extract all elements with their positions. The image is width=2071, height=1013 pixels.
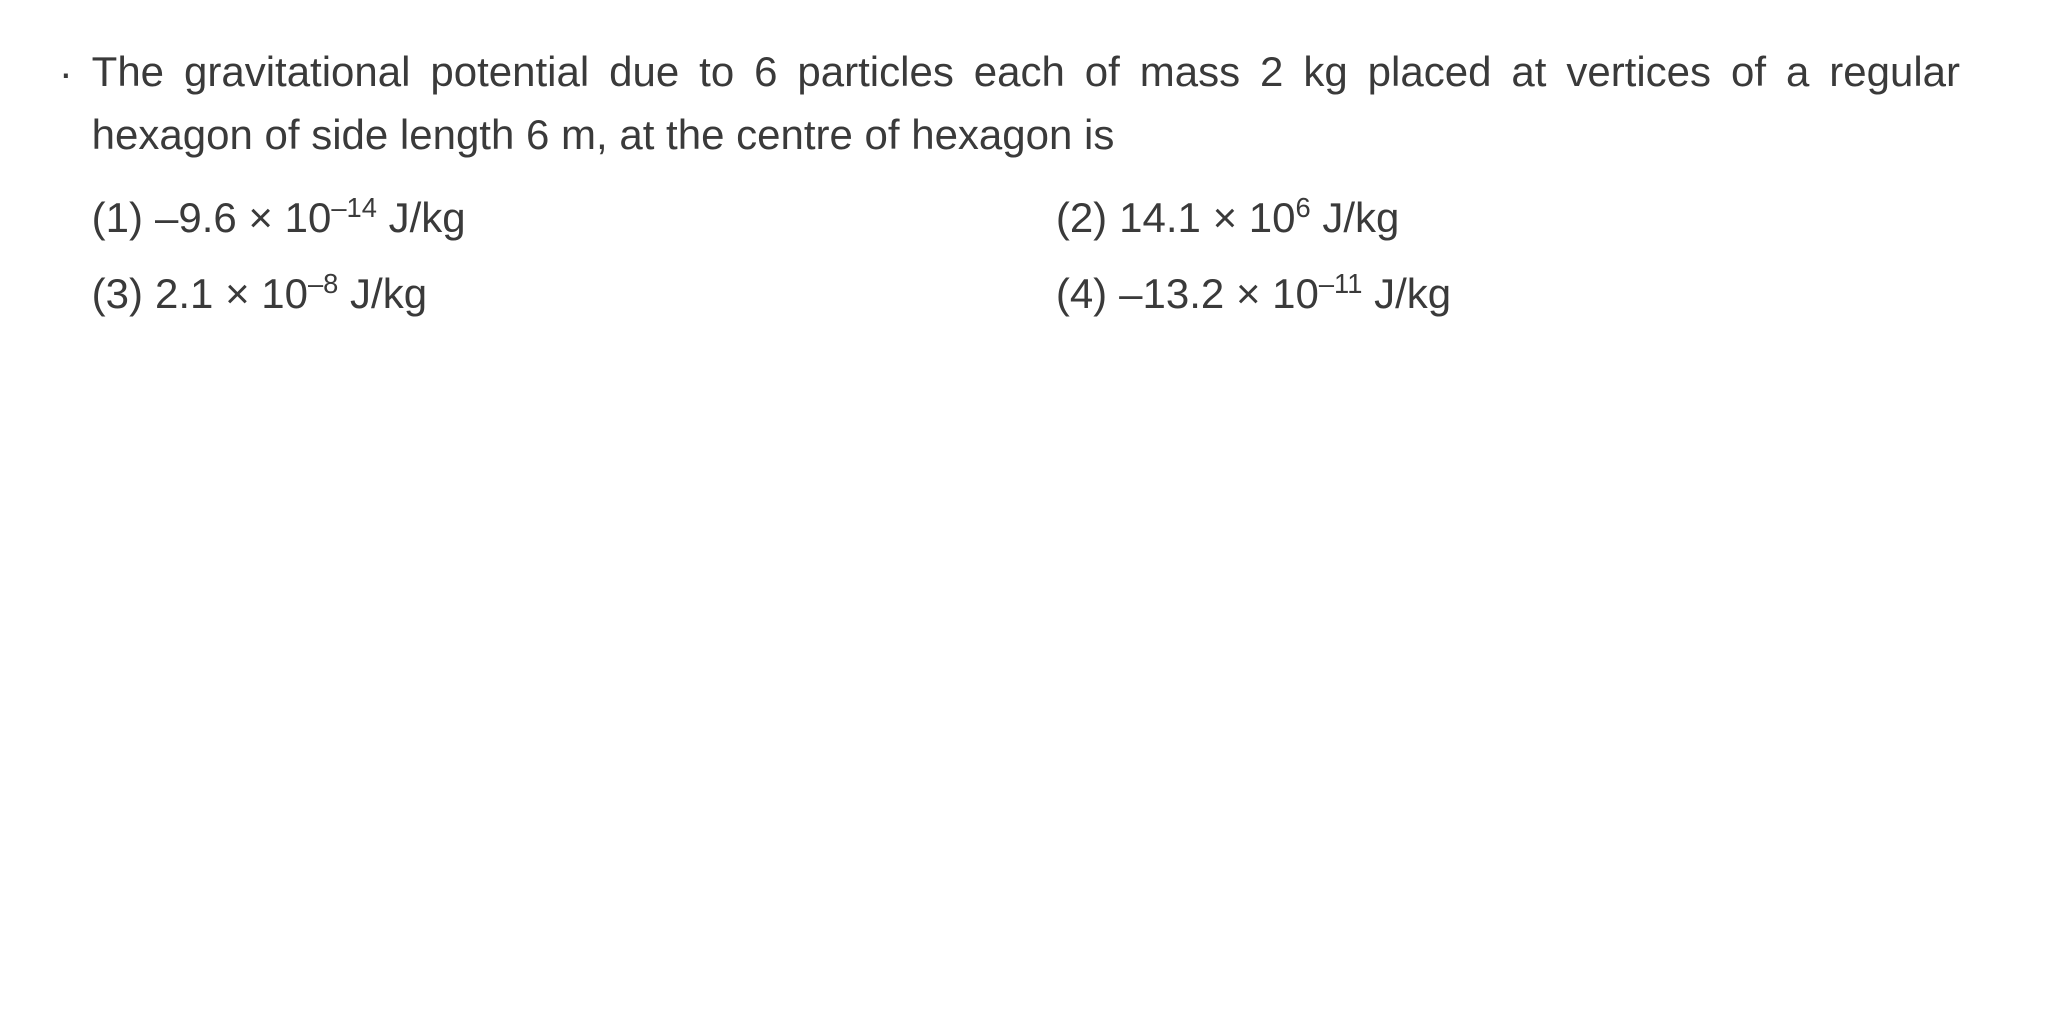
option-1-value: –9.6 × 10–14 J/kg [155,194,466,242]
question-text: The gravitational potential due to 6 par… [92,40,1960,166]
option-1-label: (1) [92,194,143,242]
option-4: (4) –13.2 × 10–11 J/kg [1056,270,1960,318]
option-2-value: 14.1 × 106 J/kg [1119,194,1399,242]
option-3-value: 2.1 × 10–8 J/kg [155,270,427,318]
option-1-exp: –14 [331,192,377,223]
option-4-value: –13.2 × 10–11 J/kg [1119,270,1451,318]
option-3: (3) 2.1 × 10–8 J/kg [92,270,996,318]
option-1-coeff: –9.6 [155,194,237,241]
question-number: . [60,40,72,88]
option-1-unit: J/kg [389,194,466,241]
option-1: (1) –9.6 × 10–14 J/kg [92,194,996,242]
option-2-exp: 6 [1296,192,1311,223]
options-grid: (1) –9.6 × 10–14 J/kg (2) 14.1 × 106 J/k… [92,194,1960,318]
question-container: . The gravitational potential due to 6 p… [60,40,1960,318]
option-3-label: (3) [92,270,143,318]
option-2-unit: J/kg [1322,194,1399,241]
option-4-exp: –11 [1319,268,1363,299]
option-3-coeff: 2.1 [155,270,213,317]
option-4-label: (4) [1056,270,1107,318]
option-3-exp: –8 [308,268,338,299]
option-2: (2) 14.1 × 106 J/kg [1056,194,1960,242]
question-body: The gravitational potential due to 6 par… [92,40,1960,318]
option-2-label: (2) [1056,194,1107,242]
option-3-unit: J/kg [350,270,427,317]
option-4-coeff: –13.2 [1119,270,1224,317]
option-2-coeff: 14.1 [1119,194,1201,241]
option-4-unit: J/kg [1374,270,1451,317]
